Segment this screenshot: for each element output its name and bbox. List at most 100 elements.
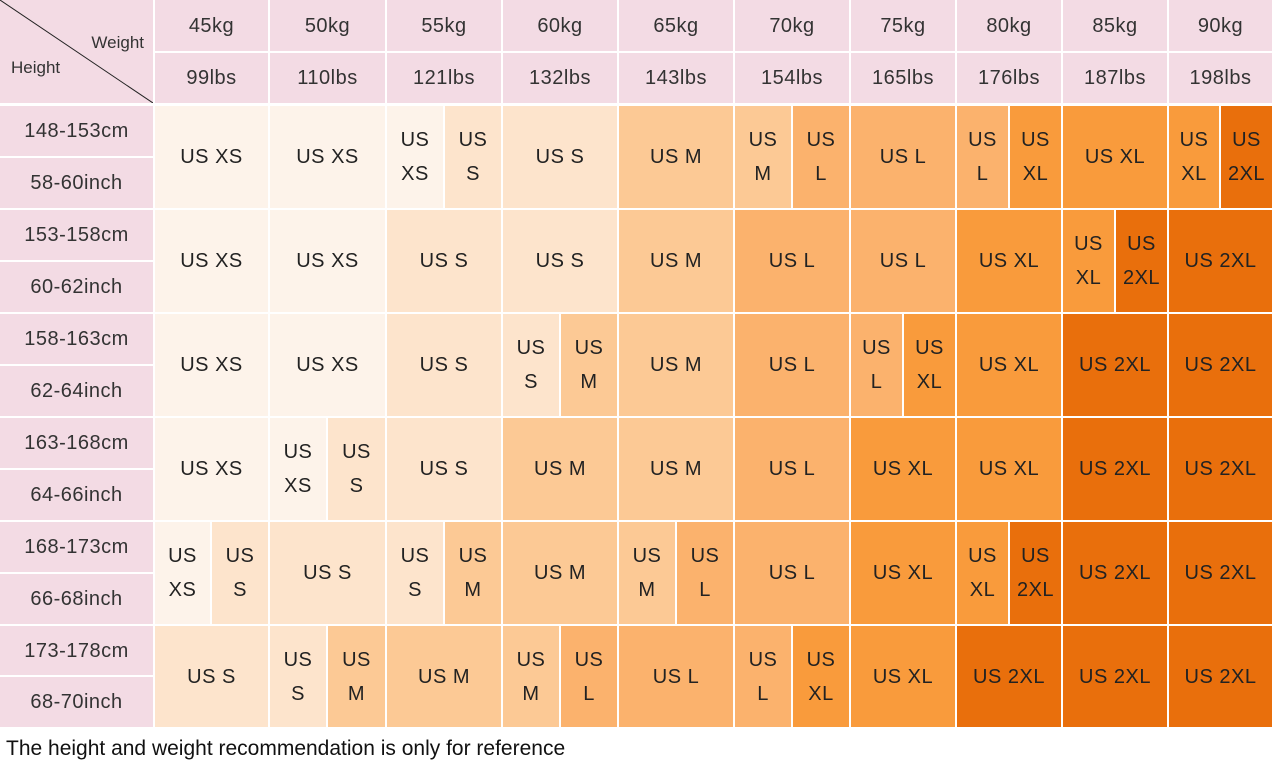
- weight-kg-header: 90kg: [1169, 0, 1272, 51]
- size-cell: US XS: [155, 418, 268, 520]
- size-label-part: US: [400, 129, 430, 151]
- corner-header-cell: Weight Height: [0, 0, 153, 103]
- weight-kg-header: 55kg: [387, 0, 501, 51]
- size-label-part: L: [870, 371, 883, 393]
- size-cell: US M: [503, 522, 617, 624]
- size-label-part: XL: [916, 371, 943, 393]
- size-label-part: US: [1179, 129, 1209, 151]
- size-label-part: 2XL: [1016, 579, 1055, 601]
- size-cell-split: US L: [561, 626, 617, 727]
- size-cell-split: US M: [328, 626, 385, 727]
- size-cell: US S: [155, 626, 268, 727]
- size-label-part: S: [233, 579, 247, 601]
- size-label-part: L: [699, 579, 711, 601]
- size-label-part: US: [574, 337, 604, 359]
- size-cell: US XL: [957, 418, 1061, 520]
- size-cell: US S: [270, 522, 385, 624]
- size-cell-split: US S: [328, 418, 385, 520]
- weight-kg-header: 80kg: [957, 0, 1061, 51]
- size-cell: US S: [503, 106, 617, 208]
- size-cell-split: US XL: [957, 522, 1008, 624]
- size-cell-split: US L: [793, 106, 849, 208]
- weight-lbs-header: 143lbs: [619, 53, 733, 103]
- size-cell: US XS: [155, 210, 268, 312]
- size-cell: US XS: [270, 210, 385, 312]
- size-label-part: S: [466, 163, 480, 185]
- size-label-part: US: [915, 337, 944, 359]
- size-label-part: US: [225, 545, 255, 567]
- size-label-part: S: [291, 682, 305, 705]
- size-label-part: S: [349, 475, 364, 497]
- size-cell-split: US XL: [1169, 106, 1219, 208]
- size-cell: US L: [851, 210, 955, 312]
- size-label-part: M: [347, 682, 366, 705]
- weight-axis-label: Weight: [91, 33, 144, 52]
- size-label-part: US: [1021, 129, 1050, 151]
- size-label-part: 2XL: [1227, 163, 1266, 185]
- height-inch-header: 64-66inch: [0, 470, 153, 520]
- size-label-part: US: [516, 337, 546, 359]
- size-label-part: L: [815, 163, 827, 185]
- size-cell: US S: [387, 418, 501, 520]
- size-label-part: M: [464, 579, 482, 601]
- size-cell-split: US S: [503, 314, 559, 416]
- size-label-part: US: [516, 648, 546, 671]
- size-label-part: S: [408, 579, 422, 601]
- size-cell: US M: [619, 418, 733, 520]
- size-label-part: US: [574, 648, 604, 671]
- height-cm-header: 153-158cm: [0, 210, 153, 260]
- weight-kg-header: 85kg: [1063, 0, 1167, 51]
- size-label-part: XS: [168, 579, 197, 601]
- size-label-part: US: [400, 545, 430, 567]
- size-cell: US XS: [270, 106, 385, 208]
- size-cell: US XL: [1063, 106, 1167, 208]
- size-cell: US L: [735, 418, 849, 520]
- weight-kg-header: 50kg: [270, 0, 385, 51]
- height-cm-header: 148-153cm: [0, 106, 153, 156]
- weight-lbs-header: 121lbs: [387, 53, 501, 103]
- size-cell: US XS: [155, 314, 268, 416]
- size-cell-split: US 2XL: [1010, 522, 1061, 624]
- size-label-part: XL: [808, 682, 834, 705]
- size-cell: US 2XL: [1063, 626, 1167, 727]
- height-cm-header: 158-163cm: [0, 314, 153, 364]
- size-label-part: US: [283, 648, 313, 671]
- size-cell: US S: [387, 314, 501, 416]
- height-inch-header: 58-60inch: [0, 158, 153, 208]
- size-label-part: US: [806, 129, 836, 151]
- size-label-part: US: [690, 545, 720, 567]
- weight-lbs-header: 110lbs: [270, 53, 385, 103]
- weight-kg-header: 45kg: [155, 0, 268, 51]
- weight-kg-header: 60kg: [503, 0, 617, 51]
- size-cell: US XL: [851, 626, 955, 727]
- size-cell-split: US XS: [270, 418, 326, 520]
- size-label-part: US: [283, 441, 313, 463]
- size-cell-split: US M: [445, 522, 501, 624]
- reference-note: The height and weight recommendation is …: [6, 737, 566, 760]
- size-cell-split: US S: [270, 626, 326, 727]
- size-cell: US 2XL: [1169, 626, 1272, 727]
- size-cell: US L: [735, 210, 849, 312]
- size-cell-split: US S: [387, 522, 443, 624]
- size-cell-split: US M: [503, 626, 559, 727]
- size-cell: US 2XL: [957, 626, 1061, 727]
- size-label-part: US: [748, 648, 778, 671]
- size-label-part: US: [342, 441, 371, 463]
- size-label-part: M: [754, 163, 772, 185]
- size-cell: US L: [735, 314, 849, 416]
- size-label-part: XL: [969, 579, 996, 601]
- height-inch-header: 60-62inch: [0, 262, 153, 312]
- size-cell: US M: [619, 106, 733, 208]
- size-label-part: M: [580, 371, 598, 393]
- size-label-part: US: [632, 545, 662, 567]
- weight-lbs-header: 165lbs: [851, 53, 955, 103]
- size-label-part: US: [342, 648, 371, 671]
- size-cell-split: US S: [212, 522, 268, 624]
- size-cell: US L: [735, 522, 849, 624]
- size-cell: US XL: [957, 314, 1061, 416]
- size-cell: US M: [387, 626, 501, 727]
- size-label-part: S: [524, 371, 538, 393]
- size-label-part: L: [757, 682, 769, 705]
- size-cell-split: US XL: [904, 314, 955, 416]
